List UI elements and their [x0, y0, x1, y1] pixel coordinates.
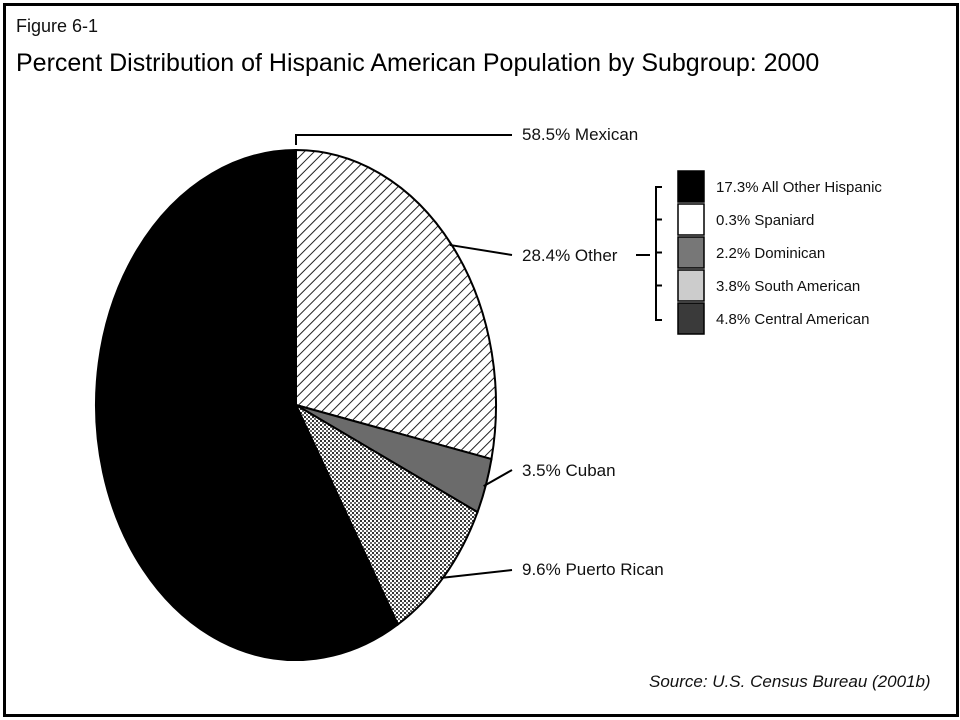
pie-slice-mexican — [95, 148, 400, 661]
slice-label-mexican: 58.5% Mexican — [522, 125, 638, 144]
legend-swatch — [677, 170, 705, 203]
legend-label: 3.8% South American — [716, 278, 860, 295]
source-note: Source: U.S. Census Bureau (2001b) — [649, 672, 931, 691]
legend-label: 0.3% Spaniard — [716, 212, 814, 229]
legend-swatch — [677, 203, 705, 236]
legend-swatch — [677, 269, 705, 302]
leader-line-puerto-rican — [440, 569, 513, 580]
leader-line-cuban — [483, 469, 513, 487]
legend-label: 17.3% All Other Hispanic — [716, 179, 882, 196]
leader-line-mexican — [295, 134, 512, 145]
legend-label: 4.8% Central American — [716, 311, 869, 328]
legend-swatch — [677, 302, 705, 335]
figure-number: Figure 6-1 — [16, 16, 99, 36]
slice-label-puerto-rican: 9.6% Puerto Rican — [522, 560, 664, 579]
legend-label: 2.2% Dominican — [716, 245, 825, 262]
pie-slice-puerto-rican — [293, 402, 479, 627]
leader-line-other — [449, 243, 513, 256]
chart-title: Percent Distribution of Hispanic America… — [16, 49, 820, 77]
legend-swatch — [677, 236, 705, 269]
slice-label-other: 28.4% Other — [522, 246, 618, 265]
slice-label-cuban: 3.5% Cuban — [522, 461, 616, 480]
